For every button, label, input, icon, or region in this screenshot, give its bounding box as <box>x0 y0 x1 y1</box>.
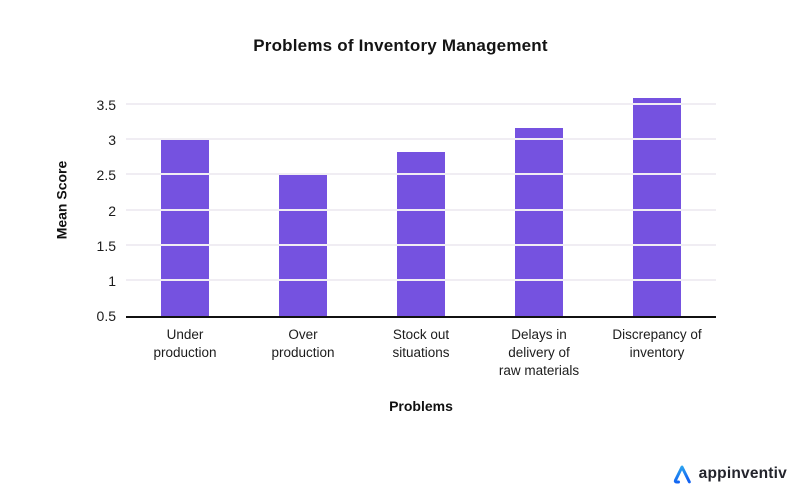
y-tick-label: 1.5 <box>96 237 116 254</box>
gridline <box>126 243 716 246</box>
y-tick-label: 0.5 <box>96 308 116 324</box>
y-tick-label: 1 <box>108 272 116 289</box>
bars-row <box>126 84 716 316</box>
x-label-3: Stock out situations <box>362 326 480 380</box>
bar-5 <box>633 98 681 316</box>
x-label-line: situations <box>392 345 450 360</box>
gridline <box>126 278 716 281</box>
x-label-1: Under production <box>126 326 244 380</box>
x-label-line: Under <box>166 327 204 342</box>
y-tick-label: 3.5 <box>96 97 116 114</box>
x-axis-title: Problems <box>389 398 453 414</box>
appinventiv-logo: appinventiv <box>671 463 787 485</box>
y-axis-ticks: 0.5 1 1.5 2 2.5 3 3.5 <box>60 84 116 323</box>
y-tick-label: 2 <box>108 202 116 219</box>
bar-slot <box>362 84 480 316</box>
x-label-5: Discrepancy of inventory <box>598 326 716 380</box>
bar-1 <box>161 138 209 316</box>
gridline <box>126 138 716 141</box>
chart-title: Problems of Inventory Management <box>253 36 548 55</box>
x-label-2: Over production <box>244 326 362 380</box>
x-label-line: Stock out <box>392 327 450 342</box>
x-label-line: delivery of <box>508 345 570 360</box>
bar-4 <box>515 127 563 316</box>
bar-slot <box>598 84 716 316</box>
gridline <box>126 173 716 176</box>
gridline <box>126 208 716 211</box>
bar-3 <box>397 152 445 316</box>
x-label-line: inventory <box>629 345 685 360</box>
x-label-line: Discrepancy of <box>612 327 702 342</box>
bar-slot <box>480 84 598 316</box>
logo-text: appinventiv <box>698 465 787 482</box>
bar-slot <box>126 84 244 316</box>
x-label-line: Delays in <box>511 327 567 342</box>
x-label-line: production <box>153 345 217 360</box>
y-tick-label: 3 <box>108 132 116 149</box>
bar-2 <box>279 175 327 316</box>
y-tick-label: 2.5 <box>96 167 116 184</box>
x-axis-labels: Under production Over production Stock out si… <box>126 326 716 380</box>
appinventiv-a-icon <box>671 463 693 485</box>
plot-area <box>126 84 716 318</box>
x-label-line: raw materials <box>498 363 580 378</box>
x-label-line: Over <box>288 327 318 342</box>
gridline <box>126 103 716 106</box>
x-label-4: Delays in delivery of raw materials <box>480 326 598 380</box>
bar-slot <box>244 84 362 316</box>
x-label-line: production <box>271 345 335 360</box>
